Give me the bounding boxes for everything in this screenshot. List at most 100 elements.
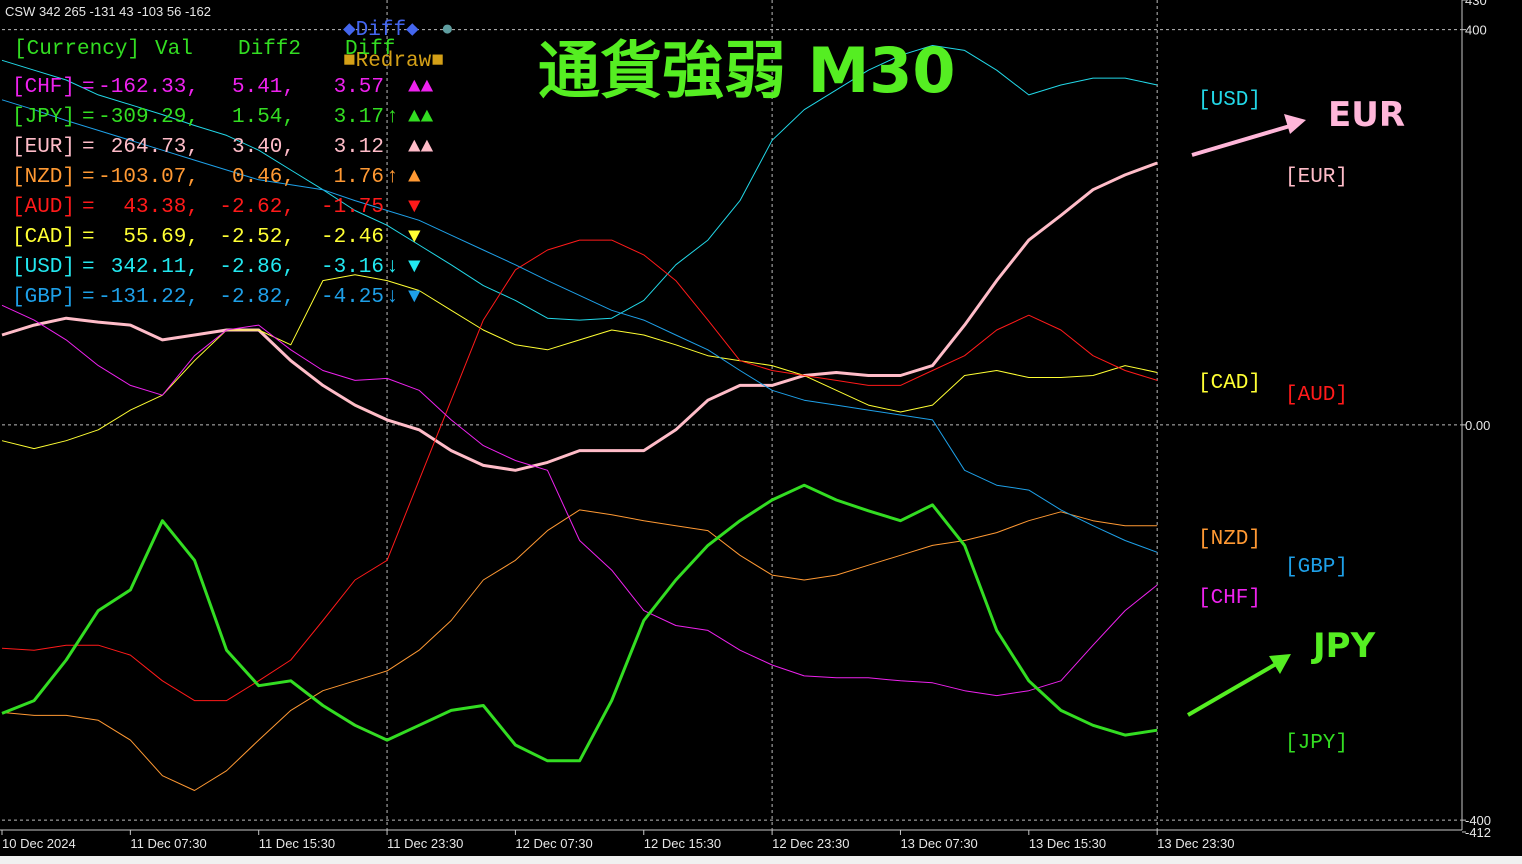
series-line [1,161,1158,472]
x-tick-label: 13 Dec 15:30 [1029,836,1106,851]
series-line [1,304,1158,697]
row-diff: -1.75 [321,196,384,219]
series-line [1,239,1158,702]
series-label: [EUR] [1285,166,1348,189]
row-eq: = [82,166,95,189]
toggle-button[interactable]: ● [441,19,454,42]
row-arrows: ▼ [408,226,421,249]
x-tick-label: 11 Dec 15:30 [259,836,335,851]
panel: ◆Diff◆ ● ■Redraw■ [Currency] Val Diff2 D… [12,19,454,309]
diff-button[interactable]: ◆Diff◆ [343,19,419,42]
row-name: [JPY] [12,106,75,129]
x-tick-label: 13 Dec 07:30 [900,836,977,851]
row-eq: = [82,286,95,309]
row-diff2: 1.54, [232,106,295,129]
row-diff2: 3.40, [232,136,295,159]
row-diff2: -2.52, [219,226,295,249]
x-tick-label: 10 Dec 2024 [2,836,76,851]
row-diff: 3.57 [334,76,384,99]
series-line [1,483,1158,763]
row-arrows: ▲▲ [408,76,434,99]
jpy-arrowhead [1269,654,1291,674]
row-diff2: -2.82, [219,286,295,309]
x-tick-label: 12 Dec 15:30 [644,836,721,851]
row-val: 55.69, [123,226,199,249]
row-trend: ↓ [386,286,399,309]
lines [1,45,1158,791]
y-tick-label: 0.00 [1465,418,1490,433]
row-trend: ↓ [386,256,399,279]
column-header: Val [155,38,193,61]
big-label: JPY [1311,626,1376,666]
row-val: -162.33, [98,76,199,99]
row-diff: 1.76 [334,166,384,189]
row-name: [AUD] [12,196,75,219]
row-diff: 3.17 [334,106,384,129]
header: CSW 342 265 -131 43 -103 56 -162 [5,4,211,19]
row-name: [EUR] [12,136,75,159]
series-line [1,99,1158,553]
row-eq: = [82,76,95,99]
row-diff: -4.25 [321,286,384,309]
row-arrows: ▼ [408,256,421,279]
series-label: [GBP] [1285,556,1348,579]
row-diff: 3.12 [334,136,384,159]
y-tick-label: -412 [1465,825,1491,840]
row-trend: ↑ [386,106,399,129]
series-label: [NZD] [1198,528,1261,551]
column-header: [Currency] [14,38,140,61]
x-tick-label: 12 Dec 23:30 [772,836,849,851]
eur-arrowhead [1284,114,1306,134]
row-val: -309.29, [98,106,199,129]
series-label: [AUD] [1285,384,1348,407]
row-arrows: ▼ [408,196,421,219]
redraw-button[interactable]: ■Redraw■ [343,50,444,73]
row-arrows: ▲▲ [408,106,434,129]
row-diff2: -2.86, [219,256,295,279]
series-label: [USD] [1198,89,1261,112]
row-val: 264.73, [111,136,199,159]
row-val: -103.07, [98,166,199,189]
row-val: 43.38, [123,196,199,219]
series-line [1,274,1158,450]
row-eq: = [82,136,95,159]
row-name: [USD] [12,256,75,279]
y-tick-label: 400 [1465,23,1487,38]
row-name: [GBP] [12,286,75,309]
row-diff2: -2.62, [219,196,295,219]
eur-arrow [1191,124,1291,157]
series-line [1,45,1158,321]
big-label: EUR [1328,95,1405,135]
row-diff: -3.16 [321,256,384,279]
row-eq: = [82,256,95,279]
row-trend: ↑ [386,166,399,189]
row-arrows: ▲▲ [408,136,434,159]
status-bar [0,856,1522,864]
row-diff2: 0.46, [232,166,295,189]
row-val: -131.22, [98,286,199,309]
row-arrows: ▲ [408,166,421,189]
x-tick-label: 11 Dec 23:30 [387,836,463,851]
row-arrows: ▼ [408,286,421,309]
row-eq: = [82,106,95,129]
labels: [USD] [EUR] [CAD] [AUD] [NZD] [GBP] [CHF] [JPY] [1198,89,1348,755]
series-label: [CHF] [1198,587,1261,610]
row-name: [NZD] [12,166,75,189]
y-tick-label: -400 [1465,813,1491,828]
y-tick-label: 430 [1465,0,1487,8]
series-label: [CAD] [1198,372,1261,395]
row-diff2: 5.41, [232,76,295,99]
x-tick-label: 13 Dec 23:30 [1157,836,1234,851]
x-tick-label: 12 Dec 07:30 [515,836,592,851]
row-eq: = [82,196,95,219]
row-eq: = [82,226,95,249]
x-tick-label: 11 Dec 07:30 [130,836,206,851]
grid: 430 400 0.00 -400-412 10 Dec 2024 11 Dec 07:3… [1,0,1491,851]
chart-title: 通貨強弱 M30 [538,34,956,107]
jpy-arrow [1186,662,1278,717]
column-header: Diff [345,38,395,61]
row-diff: -2.46 [321,226,384,249]
row-name: [CHF] [12,76,75,99]
